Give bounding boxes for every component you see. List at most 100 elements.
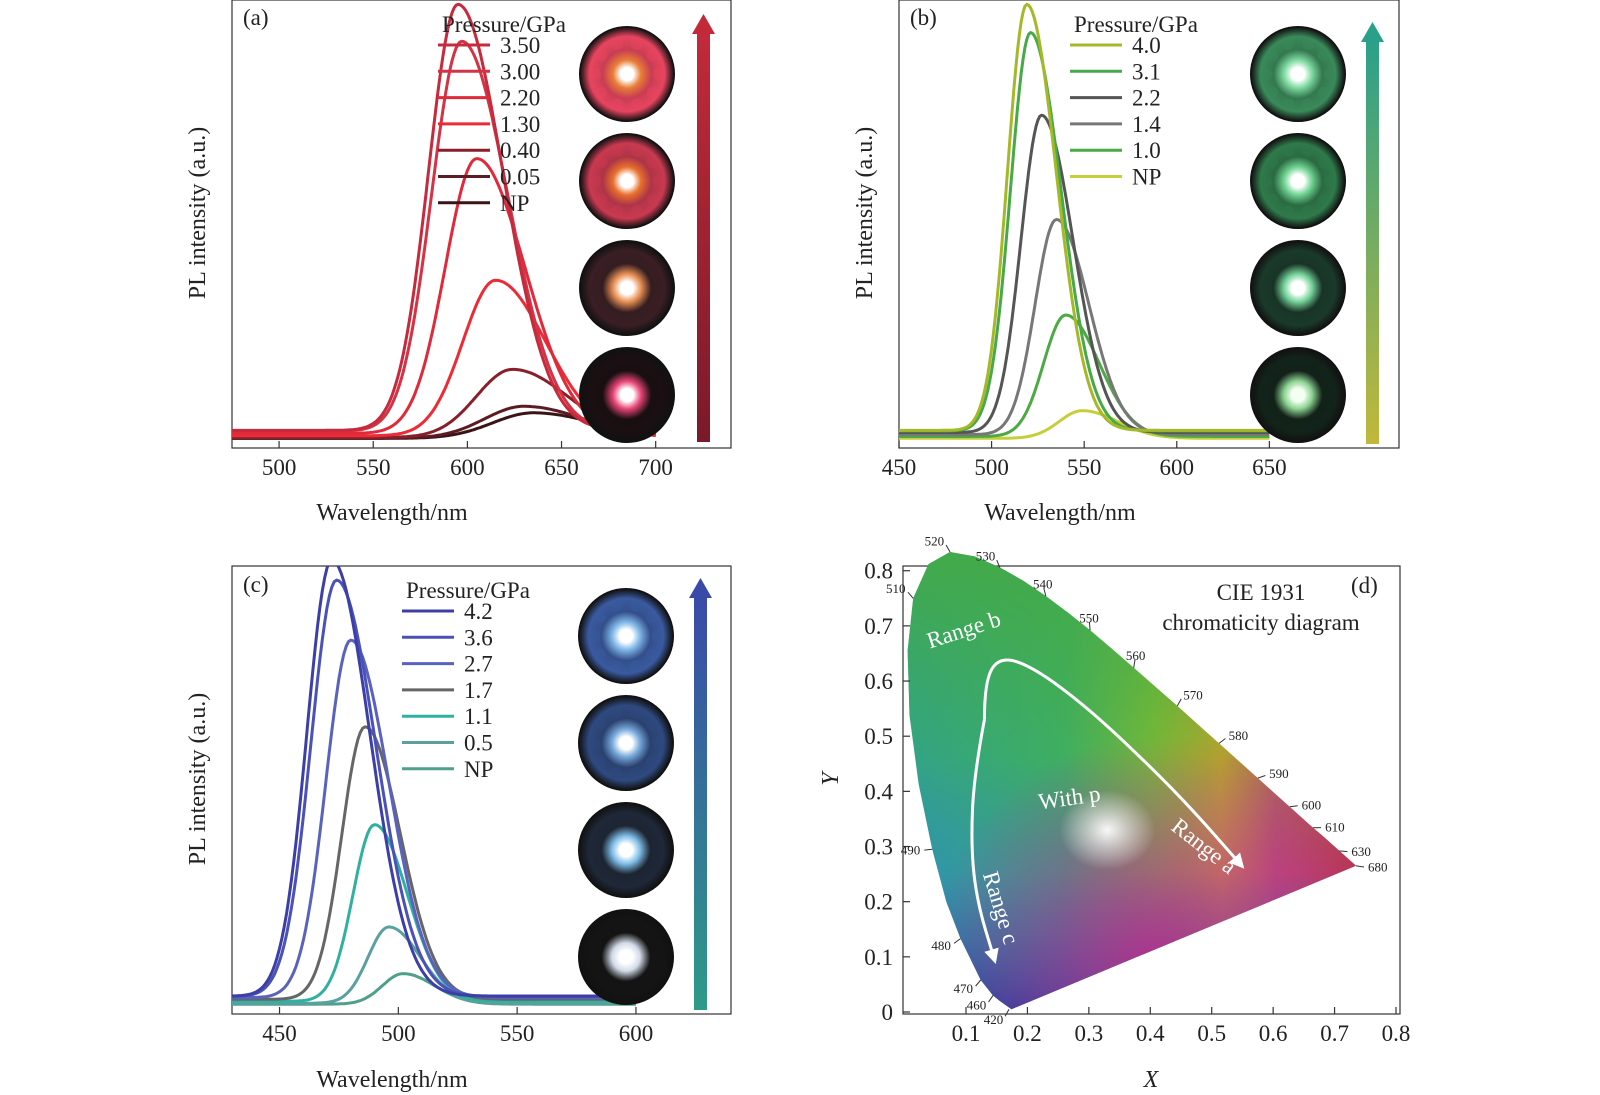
locus-tick [996,559,1001,568]
locus-tick [945,544,951,553]
locus-label-600: 600 [1302,797,1322,812]
x-tick-label: 0.6 [1259,1021,1288,1046]
inset-photo-1 [579,26,675,122]
cie-gamut-purple [907,552,1357,1010]
panel-a-inset-photos [579,26,675,443]
x-tick-label: 550 [356,455,391,480]
legend-label-0.05: 0.05 [500,165,540,190]
locus-label-490: 490 [901,843,921,858]
x-tick-label: 600 [450,455,485,480]
panel-d: 0.1 0.2 0.3 0.4 0.5 0.6 0.7 0.8 0 0.1 0.2 0.3 0.4 0.5… [818,534,1410,1093]
legend-label-NP: NP [500,191,529,216]
panel-b: 450 500 550 600 650 (b) Pressure/GPa 4.03.12… [852,0,1400,526]
panel-c: 450 500 550 600 (c) Pressure/GPa 4.23.62.71… [185,565,732,1093]
locus-tick [1133,659,1136,668]
locus-label-510: 510 [886,581,906,596]
series-line-1.7 [232,725,636,1001]
panel-b-inset-photos [1250,26,1346,443]
locus-label-570: 570 [1183,687,1203,702]
x-tick-label: 0.3 [1074,1021,1103,1046]
cie-locus [907,552,1357,1010]
locus-label-530: 530 [976,548,996,563]
panel-d-xlabel: X [1143,1067,1160,1093]
y-tick-label: 0.2 [864,890,893,915]
locus-label-610: 610 [1325,820,1345,835]
locus-tick [988,995,994,1003]
locus-tick [1043,588,1047,597]
panel-c-ylabel: PL intensity (a.u.) [185,693,211,865]
series-line-2.2 [899,113,1270,434]
x-tick-label: 550 [1067,455,1102,480]
panel-a-x-ticks: 500 550 600 650 700 [262,441,673,480]
x-tick-label: 600 [619,1021,654,1046]
y-tick-label: 0.6 [864,669,893,694]
y-tick-label: 0.3 [864,835,893,860]
panel-c-legend: 4.23.62.71.71.10.5NP [402,599,493,782]
panel-a-label: (a) [243,5,269,30]
inset-photo-4 [579,347,675,443]
panel-b-ylabel: PL intensity (a.u.) [852,127,878,299]
panel-b-legend: 4.03.12.21.41.0NP [1070,33,1161,190]
legend-label-1.0: 1.0 [1132,138,1161,163]
series-line-4.2 [232,566,636,998]
panel-c-x-ticks: 450 500 550 600 [262,1007,653,1046]
x-tick-label: 0.8 [1382,1021,1411,1046]
x-tick-label: 0.1 [952,1021,981,1046]
legend-label-2.2: 2.2 [1132,86,1161,111]
locus-label-580: 580 [1229,728,1249,743]
series-line-1.0 [899,313,1270,438]
locus-label-680: 680 [1368,860,1388,875]
legend-label-3.1: 3.1 [1132,59,1161,84]
legend-label-0.5: 0.5 [464,731,493,756]
panel-c-legend-title: Pressure/GPa [406,578,530,603]
x-tick-label: 550 [500,1021,535,1046]
cie-title-line1: CIE 1931 [1217,580,1306,605]
y-tick-label: 0.1 [864,945,893,970]
locus-tick [1289,805,1298,808]
locus-tick [907,591,914,599]
panel-b-label: (b) [910,5,937,30]
panel-a-frame [231,0,732,449]
locus-tick [1339,850,1348,853]
x-tick-label: 500 [381,1021,416,1046]
series-line-NP [899,409,1270,440]
panel-c-pressure-arrow [689,578,712,1010]
x-tick-label: 500 [262,455,297,480]
inset-photo-1 [1250,26,1346,122]
legend-label-2.20: 2.20 [500,86,540,111]
panel-d-label: (d) [1351,573,1378,598]
legend-label-1.4: 1.4 [1132,112,1161,137]
panel-b-frame [898,0,1400,449]
panel-b-xlabel: Wavelength/nm [984,500,1136,526]
legend-label-4.2: 4.2 [464,599,493,624]
panel-a-curves [232,2,656,440]
panel-a-xlabel: Wavelength/nm [316,500,468,526]
locus-tick [975,979,982,987]
range-c-arrow [970,719,999,965]
x-tick-label: 650 [1252,455,1287,480]
inset-photo-4 [1250,347,1346,443]
locus-label-460: 460 [967,997,987,1012]
panel-a-pressure-arrow [692,14,715,442]
legend-label-0.40: 0.40 [500,138,540,163]
legend-label-4.0: 4.0 [1132,33,1161,58]
x-tick-label: 0.5 [1197,1021,1226,1046]
locus-label-630: 630 [1351,844,1371,859]
inset-photo-2 [1250,133,1346,229]
locus-tick [924,848,933,851]
panel-a-ylabel: PL intensity (a.u.) [185,127,211,299]
x-tick-label: 0.7 [1320,1021,1349,1046]
legend-label-2.7: 2.7 [464,652,493,677]
x-tick-label: 0.4 [1136,1021,1165,1046]
panel-b-pressure-arrow [1361,22,1384,444]
range-a-arrow [982,658,1245,869]
panel-c-label: (c) [243,572,269,597]
cie-title-line2: chromaticity diagram [1162,610,1359,635]
cie-white-point [1059,789,1156,870]
x-tick-label: 0.2 [1013,1021,1042,1046]
legend-label-3.00: 3.00 [500,59,540,84]
x-tick-label: 650 [544,455,579,480]
x-tick-label: 600 [1160,455,1195,480]
